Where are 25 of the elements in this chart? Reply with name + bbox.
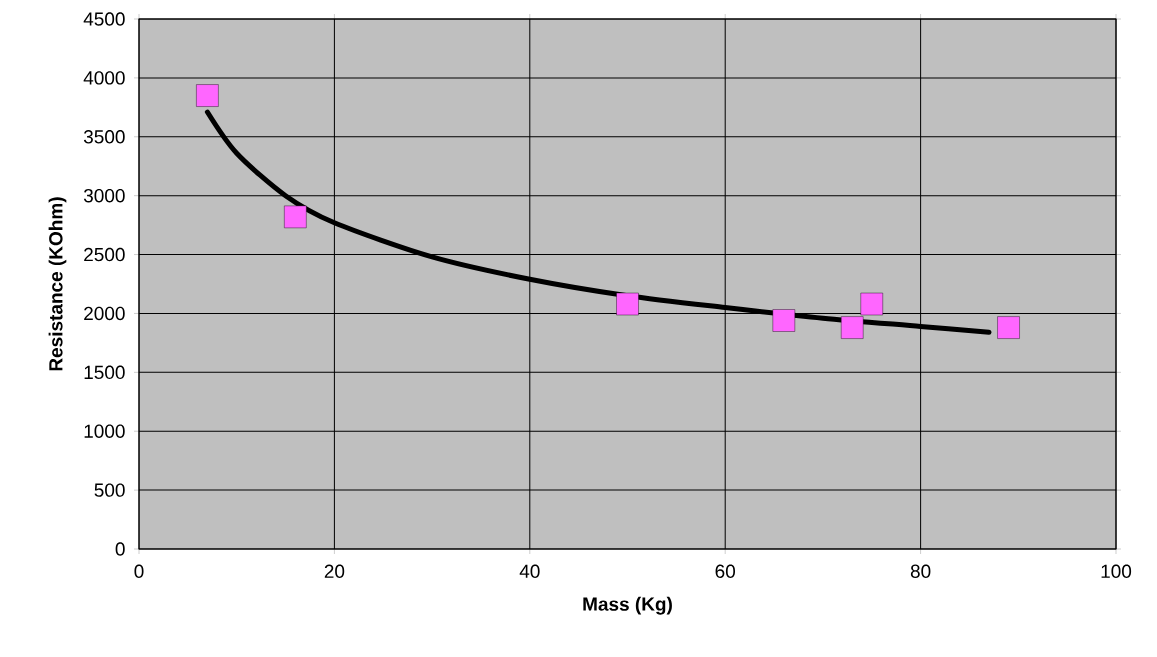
point: [616, 292, 639, 316]
y-tick-label: 1500: [84, 365, 125, 380]
y-tick-label: 1000: [84, 424, 125, 438]
y-tick-label: 3000: [83, 188, 125, 203]
x-tick-label: 60: [715, 564, 736, 578]
x-tick-label: 40: [519, 564, 540, 578]
y-tick-label: 3500: [83, 130, 125, 144]
x-tick-label: 20: [324, 564, 345, 578]
y-tick-label: 500: [94, 483, 125, 497]
point: [997, 316, 1020, 339]
y-tick-label: 4500: [83, 12, 125, 26]
y-tick-label: 0: [115, 542, 125, 556]
point: [284, 205, 307, 229]
y-tick-label: 4000: [83, 71, 125, 85]
x-tick-label: 80: [910, 564, 931, 578]
point: [196, 84, 219, 107]
y-tick-label: 2000: [84, 306, 125, 321]
x-axis-title: Mass (Kg): [583, 596, 672, 615]
point: [772, 309, 796, 332]
point: [860, 292, 883, 316]
y-axis-title: Resistance (KOhm): [48, 197, 67, 371]
point: [841, 316, 864, 339]
y-tick-label: 2500: [84, 247, 125, 262]
x-tick-label: 0: [134, 564, 144, 578]
x-tick-label: 100: [1101, 564, 1132, 578]
